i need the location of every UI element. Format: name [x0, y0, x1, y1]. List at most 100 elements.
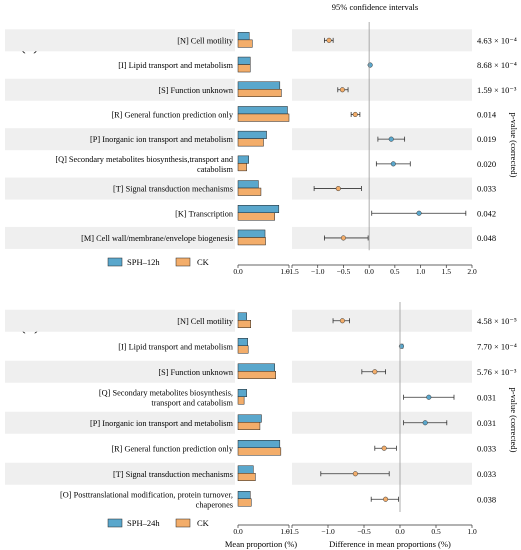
bar-treatment: [237, 32, 250, 41]
diff-tick-label: −1.5: [285, 527, 299, 536]
row-band-diff: [292, 226, 472, 249]
category-label: [I] Lipid transport and metabolism: [118, 342, 233, 351]
diff-tick-label: −0.5: [337, 267, 351, 276]
p-value: 0.020: [477, 159, 496, 169]
diff-tick-label: −1.0: [321, 527, 335, 536]
difference-point: [383, 496, 389, 502]
bar-control: [237, 187, 262, 196]
diff-tick-label: 0.0: [364, 267, 374, 276]
bar-control: [237, 371, 276, 379]
legend-swatch-control: [175, 257, 191, 267]
difference-point: [339, 318, 345, 324]
difference-point: [352, 111, 358, 117]
bar-control: [237, 396, 245, 405]
row-band-label: [5, 78, 235, 101]
legend-swatch-treatment: [107, 257, 123, 267]
bar-treatment: [237, 465, 254, 474]
category-label: [Q] Secondary metabolites biosynthesis,t…: [55, 155, 234, 174]
category-label: [M] Cell wall/membrane/envelope biogenes…: [81, 234, 233, 243]
category-label: [R] General function prediction only: [111, 444, 234, 453]
bar-control: [237, 113, 290, 122]
legend-label-control: CK: [197, 257, 210, 267]
row-band-label: [5, 462, 235, 485]
diff-tick-label: 0.0: [395, 527, 405, 536]
mean-tick-label: 1.0: [280, 267, 290, 276]
diff-tick-label: 1.0: [416, 267, 426, 276]
bar-treatment: [237, 81, 281, 90]
difference-point: [339, 87, 345, 93]
p-value: 7.70 × 10⁻⁴: [477, 341, 517, 351]
legend-label-treatment: SPH–12h: [127, 257, 160, 267]
bar-control: [237, 422, 261, 430]
bar-treatment: [237, 155, 249, 164]
category-label: [P] Inorganic ion transport and metaboli…: [90, 135, 233, 144]
category-label-line: catabolism: [197, 165, 233, 174]
category-label: [Q] Secondary metabolites biosynthesis,t…: [99, 388, 234, 407]
difference-point: [426, 394, 432, 400]
row-band-diff: [292, 309, 472, 332]
difference-point: [390, 161, 396, 167]
pvalue-axis-label: p-value (corrected): [509, 113, 519, 178]
difference-point: [340, 235, 346, 241]
category-label: [O] Posttranslational modification, prot…: [60, 490, 233, 509]
row-band-diff: [292, 177, 472, 200]
diff-tick-label: −1.5: [285, 267, 299, 276]
row-band-diff: [292, 411, 472, 434]
bar-control: [237, 39, 253, 48]
bar-treatment: [237, 491, 251, 499]
mean-tick-label: 1.0: [280, 527, 290, 536]
bar-control: [237, 138, 264, 147]
bar-control: [237, 64, 251, 73]
p-value: 0.031: [477, 392, 496, 402]
diff-tick-label: 1.5: [442, 267, 452, 276]
p-value: 4.58 × 10⁻⁵: [477, 316, 517, 326]
category-label: [N] Cell motility: [177, 36, 234, 45]
difference-point: [416, 210, 422, 216]
mean-tick-label: 0.0: [233, 267, 243, 276]
diff-axis-label: Difference in mean proportions (%): [329, 539, 451, 549]
category-label: [K] Transcription: [175, 209, 234, 218]
bar-control: [237, 447, 282, 456]
category-label: [T] Signal transduction mechanisms: [113, 185, 233, 194]
diff-tick-label: 1.0: [467, 527, 477, 536]
mean-tick-label: 0.0: [233, 527, 243, 536]
bar-treatment: [237, 312, 247, 321]
category-label: [P] Inorganic ion transport and metaboli…: [90, 419, 233, 428]
p-value: 0.019: [477, 134, 496, 144]
diff-tick-label: 2.0: [467, 267, 477, 276]
p-value: 4.63 × 10⁻⁴: [477, 35, 517, 45]
p-value: 0.033: [477, 469, 496, 479]
row-band-label: [5, 128, 235, 151]
category-label-line: [Q] Secondary metabolites biosynthesis,t…: [55, 155, 234, 164]
difference-point: [422, 420, 428, 426]
row-band-label: [5, 29, 235, 52]
category-label: [R] General function prediction only: [111, 110, 234, 119]
category-label: [S] Function unknown: [158, 368, 234, 377]
category-label: [I] Lipid transport and metabolism: [118, 61, 233, 70]
row-band-label: [5, 177, 235, 200]
difference-point: [326, 37, 332, 43]
bar-control: [237, 212, 275, 221]
category-label-line: [O] Posttranslational modification, prot…: [60, 490, 233, 499]
bar-treatment: [237, 363, 275, 372]
bar-control: [237, 89, 282, 97]
p-value: 0.031: [477, 418, 496, 428]
p-value: 1.59 × 10⁻³: [477, 85, 517, 95]
category-label-line: chaperones: [196, 500, 233, 509]
bar-control: [237, 473, 256, 481]
diff-tick-label: −0.5: [357, 527, 371, 536]
legend-swatch-treatment: [107, 518, 123, 528]
category-label-line: [Q] Secondary metabolites biosynthesis,: [99, 388, 233, 397]
diff-tick-label: 0.5: [390, 267, 400, 276]
p-value: 0.038: [477, 494, 496, 504]
row-band-label: [5, 309, 235, 332]
p-value: 0.014: [477, 109, 497, 119]
difference-point: [352, 471, 358, 477]
mean-axis-label: Mean proportion (%): [225, 539, 297, 549]
row-band-label: [5, 360, 235, 383]
legend-label-treatment: SPH–24h: [127, 518, 160, 528]
category-label: [N] Cell motility: [177, 317, 234, 326]
